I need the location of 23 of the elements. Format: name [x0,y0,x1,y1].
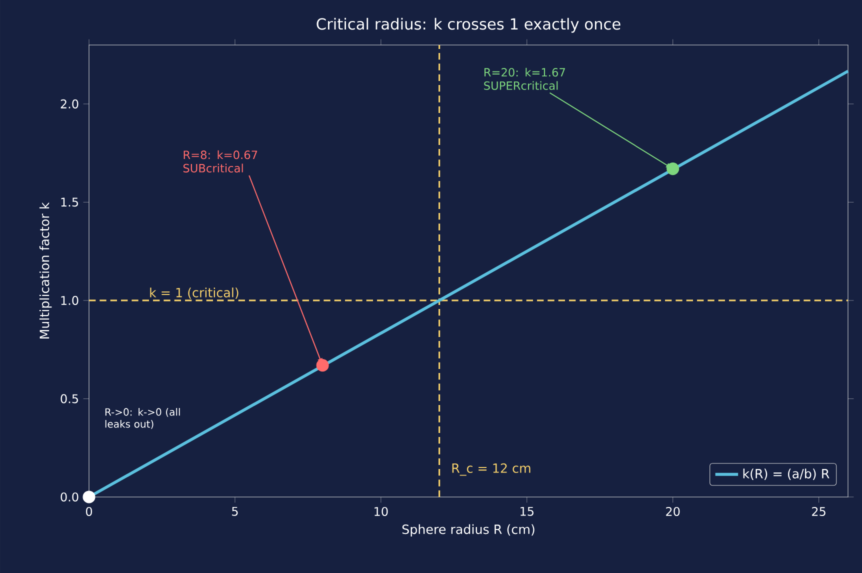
ref-line-label: k = 1 (critical) [150,288,238,299]
x-tick-label: 0 [86,506,92,516]
x-axis-title: Sphere radius R (cm) [402,524,534,537]
x-tick-label: 10 [374,506,388,516]
chart-title: Critical radius: k crosses 1 exactly once [316,18,620,33]
y-axis-title: Multiplication factor k [39,202,52,339]
point [82,490,96,504]
y-tick-label: 1.0 [61,296,78,305]
y-tick-label: 0.0 [60,492,78,502]
annotation: R->0: k->0 (all leaks out) [105,408,180,429]
x-tick-label: 20 [666,506,680,516]
y-tick-label: 2.0 [60,99,78,108]
point [666,162,680,176]
annotation: R=8: k=0.67 SUBcritical [183,150,258,172]
y-tick-label: 1.5 [61,198,78,207]
x-tick-label: 15 [520,506,534,516]
ref-line-label: R_c = 12 cm [452,463,530,476]
y-tick-label: 0.5 [60,394,78,404]
annotation: R=20: k=1.67 SUPERcritical [484,68,565,90]
x-tick-label: 25 [812,506,826,516]
point [316,359,329,372]
x-tick-label: 5 [232,506,238,516]
legend-label: k(R) = (a/b) R [743,468,830,480]
